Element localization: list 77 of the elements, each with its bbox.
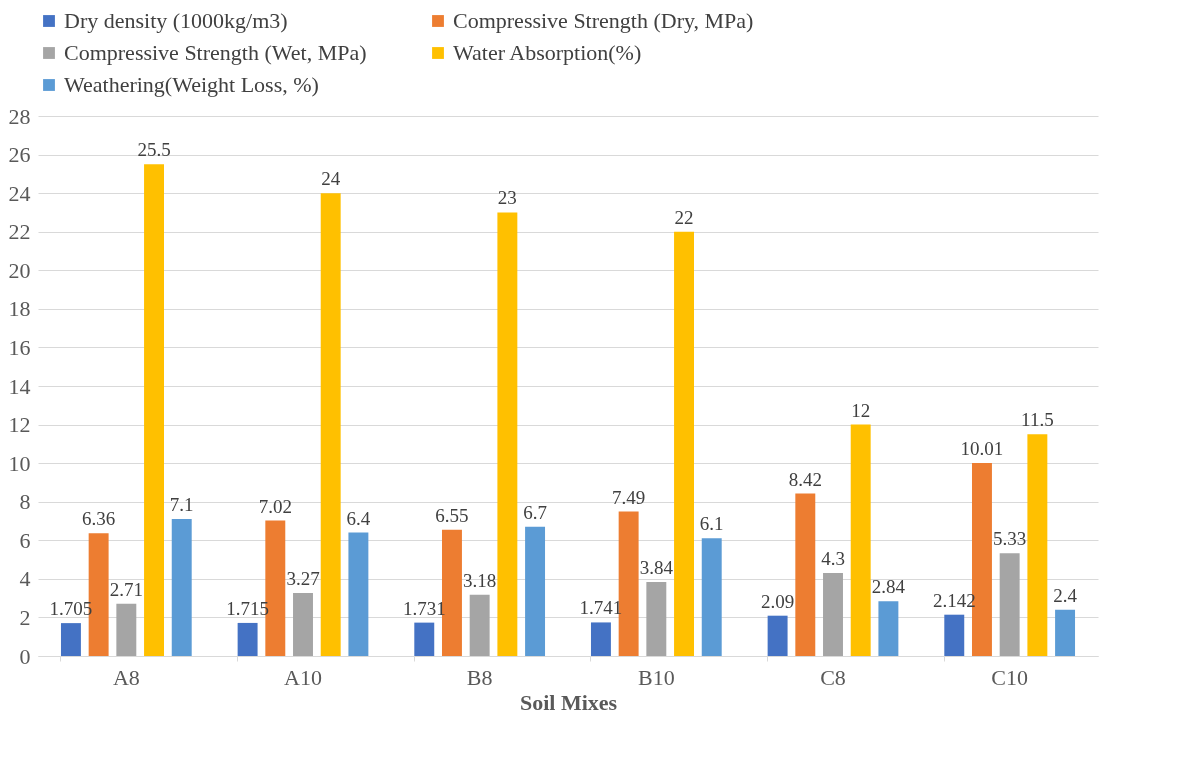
x-tick-label: A10 bbox=[284, 664, 322, 690]
data-label: 6.36 bbox=[82, 508, 116, 530]
data-label: 7.02 bbox=[258, 495, 292, 517]
bar bbox=[171, 519, 192, 656]
y-tick-label: 22 bbox=[8, 219, 31, 245]
bar bbox=[116, 603, 137, 656]
y-tick-label: 24 bbox=[8, 180, 31, 206]
data-label: 24 bbox=[321, 168, 341, 190]
data-label: 2.84 bbox=[871, 576, 906, 598]
data-label: 5.33 bbox=[993, 528, 1027, 550]
data-label: 6.1 bbox=[699, 513, 724, 535]
bar bbox=[414, 622, 435, 656]
y-tick-label: 18 bbox=[8, 296, 31, 322]
bar bbox=[646, 581, 667, 656]
bar bbox=[348, 532, 369, 656]
y-tick-label: 20 bbox=[8, 257, 31, 283]
y-tick-label: 12 bbox=[8, 412, 31, 438]
bar bbox=[237, 622, 258, 656]
bar bbox=[795, 493, 816, 656]
data-label: 2.71 bbox=[109, 578, 143, 600]
data-label: 22 bbox=[674, 206, 694, 228]
data-label: 8.42 bbox=[788, 468, 822, 490]
bar bbox=[144, 164, 164, 656]
x-tick-label: C10 bbox=[991, 664, 1029, 690]
y-tick-label: 26 bbox=[8, 142, 31, 168]
data-label: 4.3 bbox=[821, 548, 845, 570]
bar bbox=[525, 526, 546, 656]
bar bbox=[293, 592, 313, 656]
bar bbox=[878, 601, 899, 656]
y-tick-label: 28 bbox=[8, 103, 31, 129]
data-label: 12 bbox=[851, 399, 871, 421]
x-tick-label: B8 bbox=[466, 664, 493, 690]
legend-label: Dry density (1000kg/m3) bbox=[64, 8, 288, 33]
data-label: 23 bbox=[497, 187, 517, 209]
data-label: 2.09 bbox=[760, 590, 795, 612]
data-label: 3.27 bbox=[286, 567, 320, 589]
bar bbox=[850, 424, 871, 656]
data-label: 6.4 bbox=[346, 507, 371, 529]
bar bbox=[701, 538, 722, 656]
y-tick-label: 10 bbox=[8, 450, 31, 476]
x-axis-title: Soil Mixes bbox=[519, 689, 618, 715]
bar bbox=[1027, 434, 1048, 656]
data-label: 6.55 bbox=[435, 504, 469, 526]
data-label: 2.4 bbox=[1053, 584, 1078, 606]
bar bbox=[469, 594, 490, 656]
x-tick-label: C8 bbox=[820, 664, 846, 690]
bar bbox=[999, 553, 1020, 656]
legend-label: Compressive Strength (Dry, MPa) bbox=[453, 8, 754, 33]
data-label: 6.7 bbox=[523, 501, 547, 523]
y-tick-label: 4 bbox=[19, 566, 31, 592]
bar bbox=[944, 614, 965, 656]
data-label: 11.5 bbox=[1021, 409, 1054, 431]
bar bbox=[60, 623, 81, 656]
data-label: 3.18 bbox=[463, 569, 497, 591]
bar bbox=[320, 193, 341, 656]
bar bbox=[674, 231, 694, 656]
bar bbox=[590, 622, 611, 656]
bar bbox=[497, 212, 518, 656]
x-tick-label: A8 bbox=[112, 664, 140, 690]
y-tick-label: 2 bbox=[19, 604, 31, 630]
legend-label: Weathering(Weight Loss, %) bbox=[64, 72, 319, 97]
data-label: 3.84 bbox=[639, 556, 674, 578]
data-label: 7.1 bbox=[169, 494, 194, 516]
data-label: 25.5 bbox=[137, 139, 171, 161]
y-tick-label: 8 bbox=[19, 489, 31, 515]
y-tick-label: 6 bbox=[19, 527, 31, 553]
bar bbox=[767, 615, 788, 656]
bar bbox=[823, 573, 843, 656]
legend-label: Water Absorption(%) bbox=[453, 40, 642, 65]
data-label: 10.01 bbox=[960, 437, 1004, 459]
x-tick-label: B10 bbox=[637, 664, 675, 690]
legend-label: Compressive Strength (Wet, MPa) bbox=[64, 40, 367, 65]
y-tick-label: 0 bbox=[19, 643, 31, 669]
bar bbox=[1055, 609, 1076, 656]
data-label: 7.49 bbox=[612, 486, 646, 508]
y-tick-label: 16 bbox=[8, 334, 31, 360]
y-tick-label: 14 bbox=[8, 373, 31, 399]
